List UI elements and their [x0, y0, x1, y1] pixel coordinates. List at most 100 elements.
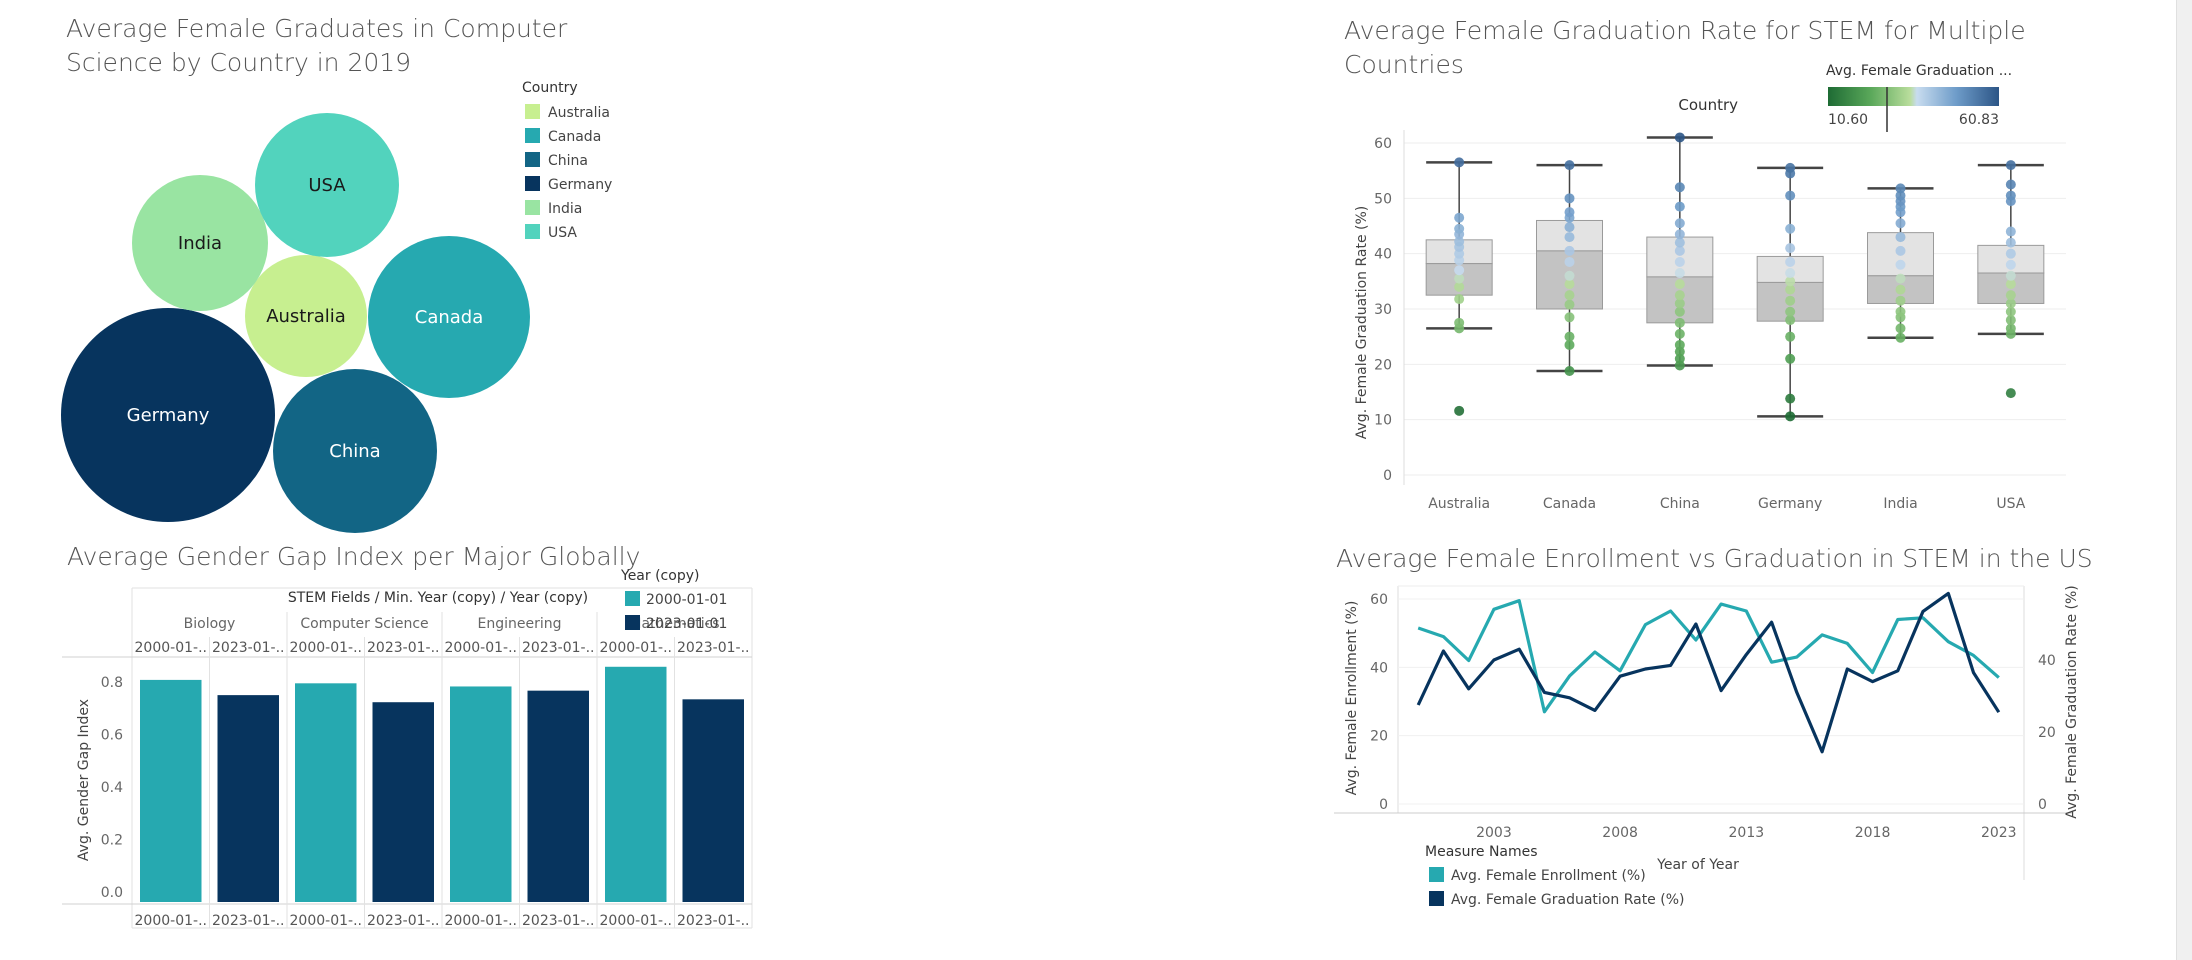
line-legend-swatch — [1429, 891, 1444, 906]
bubble-usa — [255, 113, 399, 257]
bar-column-label-top: 2023-01-.. — [522, 640, 594, 656]
bubble-legend-swatch — [525, 176, 540, 191]
bar-chart-panel: Average Gender Gap Index per Major Globa… — [0, 540, 780, 960]
bubble-legend-swatch — [525, 128, 540, 143]
boxplot-point — [1564, 331, 1575, 342]
line-y-left-label: Avg. Female Enrollment (%) — [1344, 601, 1360, 796]
boxplot-point — [2005, 323, 2016, 334]
line-chart-title: Average Female Enrollment vs Graduation … — [1336, 544, 2093, 573]
bubble-label-china: China — [329, 441, 380, 462]
boxplot-x-tick: USA — [1996, 496, 2025, 512]
boxplot-point — [1564, 290, 1575, 301]
line-chart-panel: Average Female Enrollment vs Graduation … — [1320, 540, 2192, 960]
boxplot-x-tick: Canada — [1543, 496, 1596, 512]
boxplot-point — [2005, 279, 2016, 290]
vertical-scrollbar-track[interactable] — [2176, 0, 2192, 960]
color-legend-title: Avg. Female Graduation ... — [1826, 63, 2012, 79]
bubble-legend-swatch — [525, 200, 540, 215]
boxplot-point — [1454, 212, 1465, 223]
bar-y-tick: 0.6 — [101, 728, 123, 744]
boxplot-point — [2005, 190, 2016, 201]
bar-y-tick: 0.4 — [101, 780, 123, 796]
bar-engineering-2023-01-01 — [527, 690, 589, 902]
boxplot-point — [1785, 256, 1796, 267]
boxplot-y-tick: 0 — [1383, 468, 1392, 484]
bar-column-label-bottom: 2023-01-.. — [522, 913, 594, 929]
bubble-germany — [61, 308, 275, 522]
bar-legend-item: 2023-01-01 — [646, 616, 727, 632]
bar-legend-item: 2000-01-01 — [646, 592, 727, 608]
bar-column-label-bottom: 2000-01-.. — [445, 913, 517, 929]
boxplot-title-line-2: Countries — [1344, 50, 1464, 79]
boxplot-point — [2005, 306, 2016, 317]
boxplot-chart: 0 10 20 30 40 50 60 Avg. Female Graduation Rate… — [1354, 63, 2066, 512]
line-x-tick: 2008 — [1602, 825, 1638, 841]
bubble-legend-item: India — [548, 201, 582, 217]
boxplot-point — [1674, 298, 1685, 309]
bubble-india — [132, 175, 268, 311]
boxplot-point — [1564, 312, 1575, 323]
line-y-right-tick: 0 — [2038, 797, 2047, 813]
boxplot-point — [1454, 223, 1465, 234]
line-legend-title: Measure Names — [1425, 844, 1538, 860]
boxplot-title: Average Female Graduation Rate for STEM … — [1344, 14, 2026, 82]
bar-column-label-top: 2023-01-.. — [367, 640, 439, 656]
bubble-title-line-1: Average Female Graduates in Computer — [66, 14, 568, 43]
boxplot-point — [2005, 237, 2016, 248]
bubble-legend-item: USA — [548, 225, 577, 241]
boxplot-y-tick: 50 — [1374, 191, 1392, 207]
boxplot-point — [1564, 245, 1575, 256]
boxplot-title-line-1: Average Female Graduation Rate for STEM … — [1344, 16, 2026, 45]
boxplot-point — [2005, 298, 2016, 309]
line-legend-item: Avg. Female Enrollment (%) — [1451, 868, 1646, 884]
bubble-chart: Australia Canada China Germany India USA Count… — [61, 80, 612, 533]
boxplot-point — [1564, 299, 1575, 310]
boxplot-point — [1674, 218, 1685, 229]
line-series-graduation — [1416, 591, 2001, 754]
boxplot-point — [1895, 295, 1906, 306]
boxplot-point — [1785, 393, 1796, 404]
boxplot-point — [1895, 306, 1906, 317]
line-x-tick: 2003 — [1476, 825, 1512, 841]
bubble-chart-title: Average Female Graduates in Computer Sci… — [66, 12, 567, 80]
color-legend-min: 10.60 — [1828, 112, 1868, 128]
bubble-chart-panel: Average Female Graduates in Computer Sci… — [0, 0, 700, 540]
boxplot-x-header: Country — [1678, 96, 1738, 114]
bar-column-label-top: 2023-01-.. — [212, 640, 284, 656]
boxplot-y-label: Avg. Female Graduation Rate (%) — [1354, 206, 1370, 439]
bar-biology-2023-01-01 — [217, 695, 279, 902]
boxplot-point — [1785, 223, 1796, 234]
line-y-right-tick: 40 — [2038, 653, 2056, 669]
boxplot-point — [2005, 226, 2016, 237]
bubble-legend-swatch — [525, 224, 540, 239]
bubble-label-usa: USA — [308, 175, 346, 196]
bar-y-tick: 0.0 — [101, 885, 123, 901]
boxplot-point — [2005, 179, 2016, 190]
boxplot-point — [1895, 323, 1906, 334]
bar-column-label-bottom: 2023-01-.. — [367, 913, 439, 929]
bubble-legend-item: Australia — [548, 105, 610, 121]
bar-engineering-2000-01-01 — [450, 686, 512, 902]
boxplot-point — [1674, 306, 1685, 317]
line-x-tick: 2023 — [1981, 825, 2017, 841]
boxplot-point — [2005, 388, 2016, 399]
boxplot-y-tick: 40 — [1374, 247, 1392, 263]
line-y-right-tick: 20 — [2038, 725, 2056, 741]
boxplot-point — [1785, 276, 1796, 287]
bar-y-tick: 0.8 — [101, 675, 123, 691]
boxplot-x-tick: Australia — [1428, 496, 1490, 512]
boxplot-point — [1564, 339, 1575, 350]
bar-legend-swatch — [625, 615, 640, 630]
boxplot-point — [1454, 281, 1465, 292]
bubble-legend-item: China — [548, 153, 588, 169]
bar-computer-science-2000-01-01 — [295, 683, 357, 902]
bar-biology-2000-01-01 — [140, 679, 202, 902]
boxplot-point — [1785, 243, 1796, 254]
boxplot-point — [1785, 284, 1796, 295]
boxplot-y-tick: 10 — [1374, 413, 1392, 429]
bar-column-label-bottom: 2000-01-.. — [600, 913, 672, 929]
bar-column-label-bottom: 2023-01-.. — [677, 913, 749, 929]
boxplot-point — [1674, 353, 1685, 364]
boxplot-point — [1895, 183, 1906, 194]
bar-group-label: Computer Science — [300, 616, 428, 632]
